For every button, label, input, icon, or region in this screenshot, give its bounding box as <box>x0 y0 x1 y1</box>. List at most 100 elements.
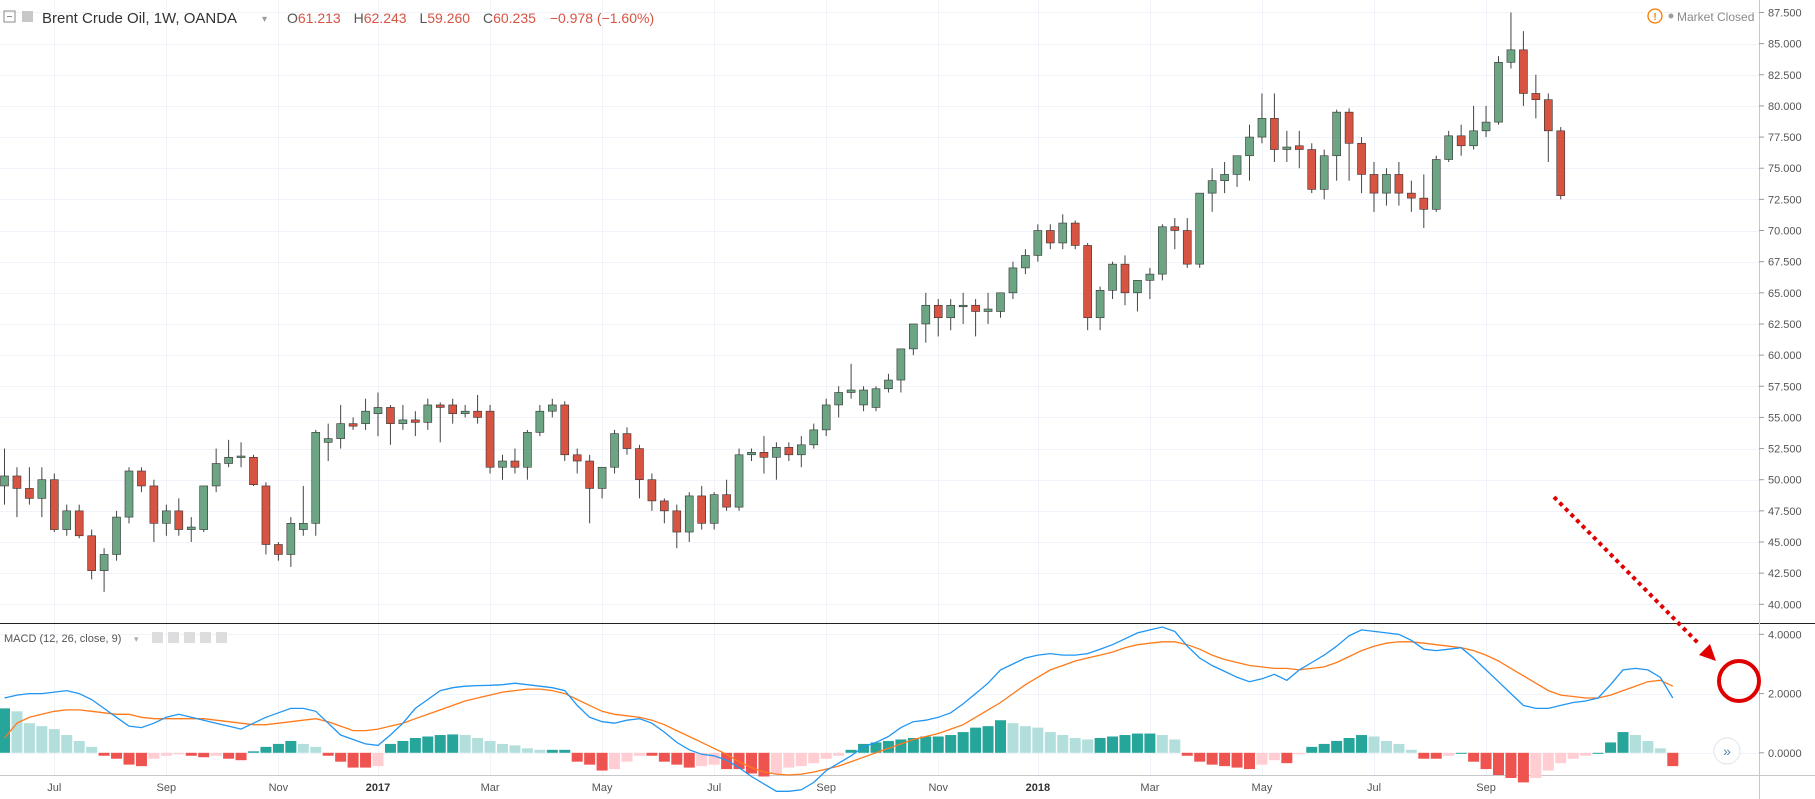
time-tick-label: May <box>592 782 613 794</box>
candle-body <box>1394 174 1404 194</box>
candle-body <box>398 419 408 424</box>
visibility-icon[interactable] <box>152 632 163 643</box>
candle-body <box>1469 130 1478 147</box>
candle-body <box>535 410 545 433</box>
macd-axis[interactable]: 4.0000 2.0000 0.0000 <box>1759 629 1802 760</box>
candle-down <box>12 467 22 518</box>
histogram-bar <box>696 752 708 767</box>
candle-body <box>411 419 420 423</box>
time-axis[interactable]: Jul Sep Nov 2017 Mar May Jul Sep Nov 2018 Mar May Ju… <box>47 782 1496 794</box>
candle-body <box>647 479 657 502</box>
candle-up <box>709 492 719 530</box>
candle-body <box>1021 255 1030 269</box>
histogram-bar <box>1119 735 1131 753</box>
candle-body <box>1070 222 1080 246</box>
histogram-bar <box>1393 743 1405 753</box>
histogram-bar <box>223 752 235 759</box>
histogram-bar <box>135 752 147 767</box>
candle-up <box>1319 149 1329 200</box>
candle-body <box>1257 118 1267 138</box>
histogram-bar <box>920 736 932 753</box>
candle-body <box>1357 142 1366 175</box>
candle-body <box>722 494 731 508</box>
candle-up <box>112 510 121 561</box>
histogram-bar <box>198 752 210 758</box>
candle-body <box>1519 49 1528 94</box>
candle-down <box>137 467 146 493</box>
candle-body <box>348 423 358 427</box>
candle-body <box>597 466 607 489</box>
price-tick-label: 82.500 <box>1768 70 1802 82</box>
add-icon[interactable] <box>200 632 211 643</box>
candle-up <box>996 292 1005 318</box>
histogram-bar <box>995 720 1006 753</box>
candle-body <box>547 404 557 412</box>
macd-dropdown-icon[interactable]: ▾ <box>134 634 139 644</box>
candle-up <box>859 386 868 412</box>
candle-body <box>211 463 221 487</box>
price-tick-label: 45.000 <box>1768 537 1802 549</box>
candle-down <box>672 504 682 549</box>
histogram-bar <box>770 752 782 774</box>
candle-down <box>1394 161 1404 206</box>
candle-down <box>759 436 769 474</box>
candle-up <box>286 517 296 567</box>
scroll-to-realtime-button[interactable]: » <box>1713 737 1741 765</box>
candle-body <box>1083 245 1092 319</box>
candle-up <box>535 404 545 437</box>
candle-up <box>734 448 744 511</box>
collapse-icon[interactable] <box>3 10 16 23</box>
price-tick-label: 80.000 <box>1768 101 1802 113</box>
candle-body <box>1058 222 1068 244</box>
close-icon[interactable] <box>216 632 227 643</box>
candle-body <box>137 470 146 487</box>
time-tick-label: Jul <box>1367 782 1381 794</box>
candle-up <box>1494 56 1503 125</box>
candle-up <box>983 292 993 324</box>
settings-icon[interactable] <box>168 632 179 643</box>
histogram-bar <box>932 736 944 753</box>
candle-body <box>99 554 109 571</box>
candle-down <box>585 454 594 524</box>
candle-body <box>1407 192 1416 199</box>
candle-up <box>1481 105 1491 138</box>
histogram-bar <box>795 752 807 767</box>
candle-body <box>1369 174 1379 194</box>
histogram-bar <box>1094 737 1106 753</box>
candle-body <box>286 523 296 555</box>
histogram-bar <box>559 749 571 753</box>
price-tick-label: 65.000 <box>1768 288 1802 300</box>
macd-label[interactable]: MACD (12, 26, close, 9) <box>4 633 121 645</box>
candle-body <box>772 447 781 458</box>
price-tick-label: 47.500 <box>1768 506 1802 518</box>
macd-histogram <box>0 708 1679 783</box>
histogram-bar <box>86 746 98 753</box>
macd-tick-label: 0.0000 <box>1768 748 1802 760</box>
candle-body <box>846 389 856 393</box>
candle-up <box>1095 286 1105 331</box>
candle-up <box>896 348 906 393</box>
source-icon[interactable] <box>184 632 195 643</box>
candle-down <box>87 529 96 580</box>
candle-up <box>1506 12 1516 69</box>
price-axis[interactable]: 40.000 42.500 45.000 47.500 50.000 52.500 55.0… <box>1759 7 1802 611</box>
candle-up <box>199 485 208 533</box>
price-tick-label: 75.000 <box>1768 163 1802 175</box>
symbol-dropdown-icon[interactable]: ▾ <box>262 14 267 25</box>
time-tick-label: Jul <box>707 782 721 794</box>
histogram-bar <box>260 746 272 753</box>
histogram-bar <box>0 708 10 753</box>
symbol-title[interactable]: Brent Crude Oil, 1W, OANDA <box>42 10 237 27</box>
histogram-bar <box>123 752 135 765</box>
histogram-bar <box>1019 726 1031 753</box>
candle-body <box>585 460 594 489</box>
histogram-bar <box>584 752 596 765</box>
candle-up <box>1469 105 1478 150</box>
price-tick-label: 60.000 <box>1768 350 1802 362</box>
histogram-bar <box>1069 737 1081 753</box>
candle-up <box>373 392 383 437</box>
histogram-bar <box>472 737 484 753</box>
candle-body <box>1332 111 1341 157</box>
candle-body <box>884 379 893 390</box>
